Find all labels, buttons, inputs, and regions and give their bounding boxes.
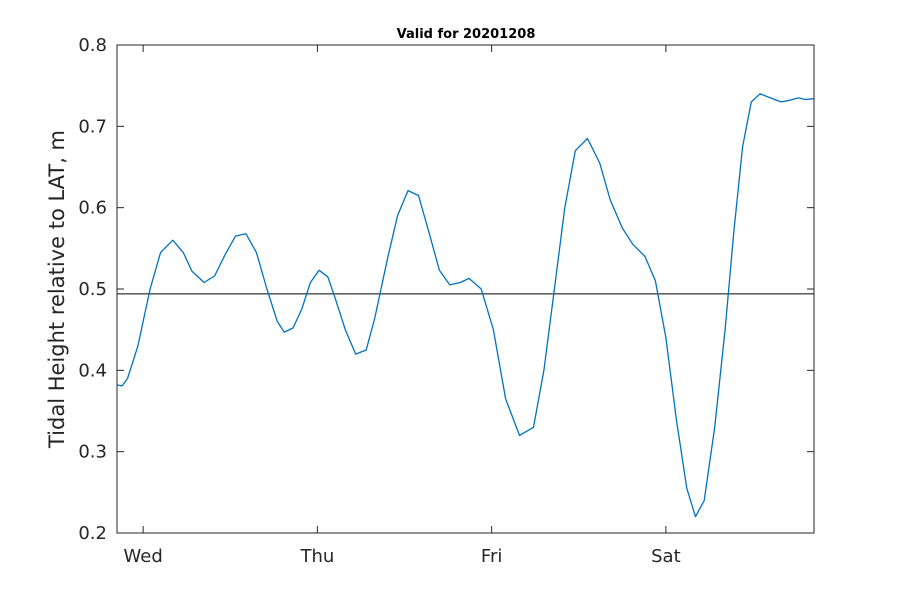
y-tick-label: 0.6 [78,198,107,219]
series-line [116,93,815,518]
y-tick-label: 0.2 [78,523,107,544]
y-tick-label: 0.4 [78,360,107,381]
x-tick-label: Sat [651,546,681,567]
y-tick-label: 0.3 [78,442,107,463]
y-axis: 0.2 0.3 0.4 0.5 0.6 0.7 0.8 [78,35,814,544]
y-tick-label: 0.7 [78,116,107,137]
y-axis-label: Tidal Height relative to LAT, m [45,130,69,449]
y-tick-label: 0.5 [78,279,107,300]
x-tick-label: Wed [124,546,163,567]
x-axis: Wed Thu Fri Sat [124,45,681,567]
plot-area [117,45,814,533]
chart-title: Valid for 20201208 [397,27,536,42]
x-tick-label: Fri [481,546,502,567]
x-tick-label: Thu [299,546,334,567]
y-tick-label: 0.8 [78,35,107,56]
